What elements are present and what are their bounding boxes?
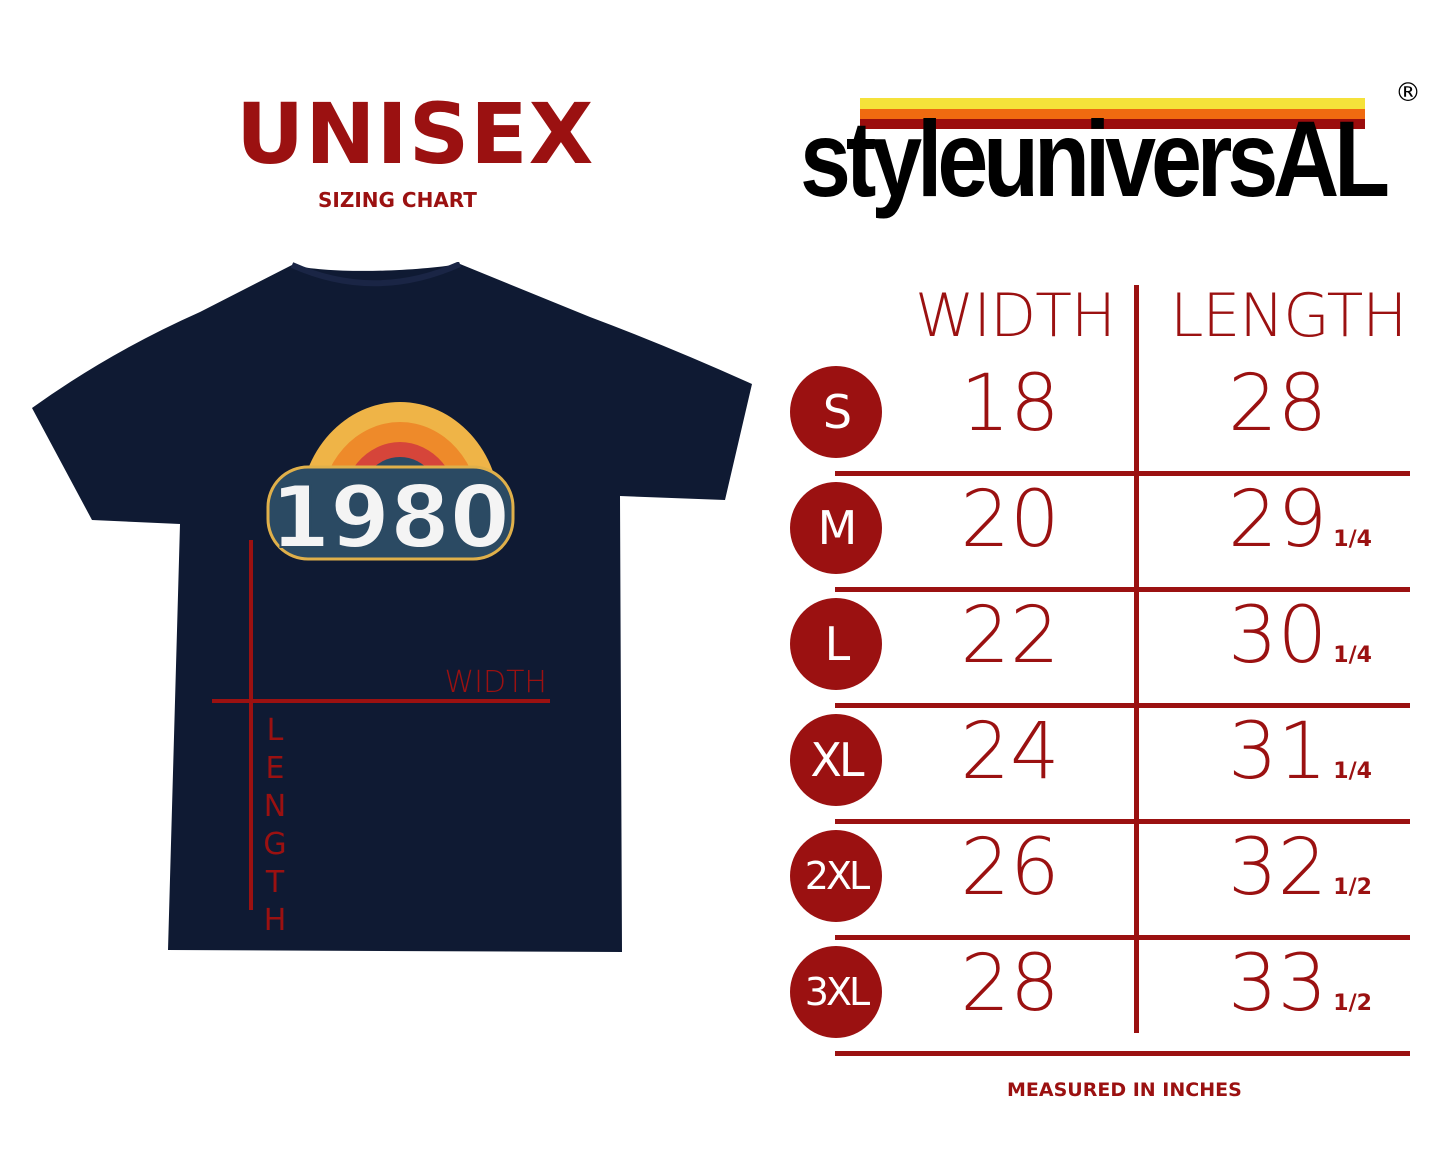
length-value: 31 xyxy=(1228,707,1328,797)
row-divider xyxy=(835,1051,1410,1056)
width-value: 24 xyxy=(960,707,1060,797)
length-label-letter: H xyxy=(264,903,287,938)
length-value-group: 33 1/2 xyxy=(1228,938,1372,1032)
length-value: 33 xyxy=(1228,939,1328,1029)
length-label-letter: G xyxy=(263,827,286,862)
row-divider xyxy=(835,703,1410,708)
length-label-letter: T xyxy=(265,865,285,900)
size-row: M 20 29 1/4 xyxy=(790,475,1410,592)
graphic-1980: 1980 xyxy=(266,402,515,569)
size-badge: 2XL xyxy=(790,830,882,922)
length-measure-line xyxy=(249,540,253,910)
size-badge: 3XL xyxy=(790,946,882,1038)
length-label-letter: E xyxy=(266,751,285,786)
length-label-letter: N xyxy=(264,789,286,824)
size-badge: S xyxy=(790,366,882,458)
length-fraction: 1/4 xyxy=(1333,527,1372,552)
length-value: 28 xyxy=(1228,359,1328,449)
width-value: 22 xyxy=(960,591,1060,681)
width-measure-line xyxy=(212,699,550,703)
page-title: UNISEX xyxy=(236,85,595,183)
length-value: 29 xyxy=(1228,475,1328,565)
row-divider xyxy=(835,587,1410,592)
size-badge: L xyxy=(790,598,882,690)
page-subtitle: SIZING CHART xyxy=(318,188,477,212)
graphic-text: 1980 xyxy=(270,468,509,568)
length-value-group: 30 1/4 xyxy=(1228,590,1372,684)
row-divider xyxy=(835,935,1410,940)
size-row: 3XL 28 33 1/2 xyxy=(790,939,1410,1056)
length-value-group: 32 1/2 xyxy=(1228,822,1372,916)
length-value-group: 29 1/4 xyxy=(1228,474,1372,568)
size-row: 2XL 26 32 1/2 xyxy=(790,823,1410,940)
length-value: 30 xyxy=(1228,591,1328,681)
registered-mark: ® xyxy=(1395,78,1421,108)
length-label: LENGTH xyxy=(263,713,286,938)
length-value: 32 xyxy=(1228,823,1328,913)
row-divider xyxy=(835,471,1410,476)
width-value: 26 xyxy=(960,823,1060,913)
row-divider xyxy=(835,819,1410,824)
column-divider xyxy=(1134,285,1139,1033)
width-label: WIDTH xyxy=(445,665,548,700)
logo-wordmark: styleuniversAL xyxy=(800,98,1388,219)
width-value: 18 xyxy=(960,359,1060,449)
length-label-letter: L xyxy=(267,713,284,748)
length-value-group: 31 1/4 xyxy=(1228,706,1372,800)
size-badge: M xyxy=(790,482,882,574)
brand-logo: styleuniversAL xyxy=(800,98,1390,219)
column-header-width: WIDTH xyxy=(915,281,1116,351)
width-value: 20 xyxy=(960,475,1060,565)
size-row: S 18 28 xyxy=(790,359,1410,476)
width-value: 28 xyxy=(960,939,1060,1029)
length-fraction: 1/4 xyxy=(1333,759,1372,784)
measurement-note: MEASURED IN INCHES xyxy=(1007,1079,1242,1101)
length-value-group: 28 xyxy=(1228,358,1333,452)
tshirt-image: 1980 WIDTH LENGTH xyxy=(32,262,752,952)
length-fraction: 1/4 xyxy=(1333,643,1372,668)
length-fraction: 1/2 xyxy=(1333,875,1372,900)
size-row: XL 24 31 1/4 xyxy=(790,707,1410,824)
column-header-length: LENGTH xyxy=(1170,281,1407,351)
size-row: L 22 30 1/4 xyxy=(790,591,1410,708)
length-fraction: 1/2 xyxy=(1333,991,1372,1016)
size-badge: XL xyxy=(790,714,882,806)
